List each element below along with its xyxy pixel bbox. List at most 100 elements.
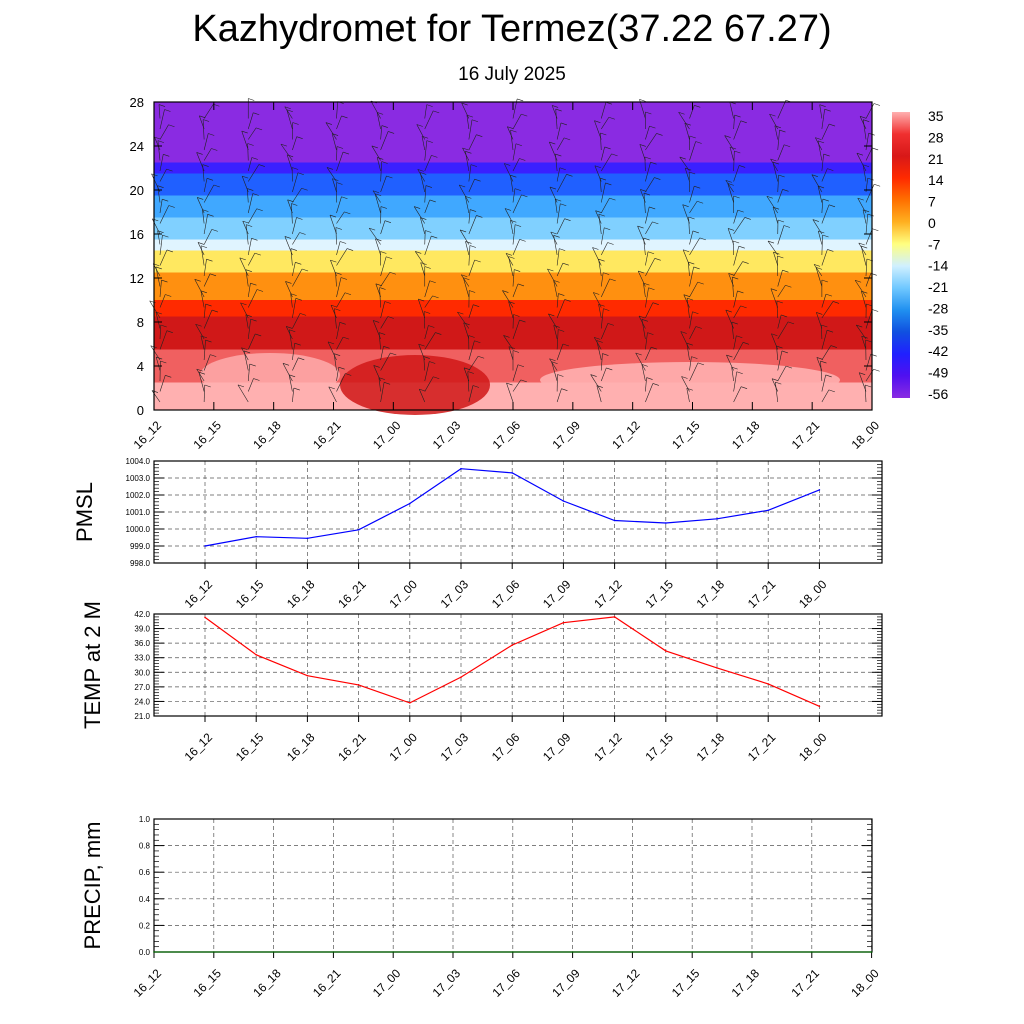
data-point <box>818 705 821 708</box>
wind-barb-flag <box>559 167 566 171</box>
wind-barb <box>643 193 646 214</box>
wind-barb-flag <box>469 290 476 293</box>
wind-barb-flag <box>640 189 647 192</box>
chart-title: Kazhydromet for Termez(37.22 67.27) <box>192 8 832 50</box>
y-tick-label: 0 <box>137 403 144 418</box>
wind-barb <box>733 217 746 235</box>
wind-barb <box>593 292 602 308</box>
wind-barb <box>770 288 779 308</box>
wind-barb-flag <box>258 164 265 167</box>
wind-barb <box>724 135 734 151</box>
wind-barb <box>159 375 166 392</box>
wind-barb-flag <box>285 281 292 284</box>
wind-barb <box>468 340 475 361</box>
wind-barb <box>195 324 205 340</box>
data-point <box>460 676 462 678</box>
data-point <box>767 509 769 512</box>
wind-barb <box>292 172 299 193</box>
wind-barb-flag <box>519 239 526 242</box>
wind-barb <box>424 235 432 256</box>
wind-barb-flag <box>550 231 557 235</box>
wind-barb-flag <box>815 137 822 140</box>
wind-barb-flag <box>824 108 831 112</box>
wind-barb <box>372 190 381 203</box>
heatmap-band <box>154 250 872 273</box>
wind-barb <box>248 127 257 140</box>
wind-barb <box>282 363 293 382</box>
wind-barb-flag <box>152 218 159 222</box>
wind-barb <box>773 252 779 266</box>
colorbar-label: -49 <box>928 365 948 381</box>
wind-barb <box>468 164 472 182</box>
wind-barb <box>689 281 699 298</box>
wind-barb <box>556 137 565 151</box>
wind-barb-flag <box>604 227 611 231</box>
wind-barb <box>857 197 867 214</box>
wind-barb <box>553 280 558 298</box>
wind-barb-flag <box>163 154 170 157</box>
wind-barb-flag <box>208 133 215 136</box>
wind-barb-flag <box>254 252 261 256</box>
wind-barb-flag <box>766 195 773 199</box>
wind-barb <box>291 203 293 224</box>
wind-barb-flag <box>476 215 483 218</box>
wind-barb-flag <box>742 342 750 345</box>
wind-barb-flag <box>241 130 248 134</box>
chart-subtitle: 16 July 2025 <box>458 64 566 85</box>
wind-barb <box>687 262 690 277</box>
wind-barb-flag <box>256 208 263 212</box>
wind-barb <box>502 290 514 308</box>
wind-barb-flag <box>468 335 475 338</box>
data-point <box>204 545 206 547</box>
wind-barb-flag <box>733 195 740 199</box>
wind-barb-flag <box>325 122 332 125</box>
wind-barb <box>203 104 214 119</box>
wind-barb-flag <box>211 148 218 151</box>
wind-barb-flag <box>423 356 430 359</box>
wind-barb-flag <box>384 301 391 304</box>
wind-barb-flag <box>373 365 380 368</box>
wind-barb <box>689 141 696 161</box>
wind-barb <box>731 367 734 382</box>
wind-barb-flag <box>200 290 207 294</box>
wind-barb-flag <box>301 187 308 191</box>
wind-barb <box>733 115 735 130</box>
x-tick-label: 16_15 <box>190 966 224 1000</box>
wind-barb-flag <box>472 385 480 388</box>
wind-barb <box>865 354 871 371</box>
wind-barb-flag <box>237 384 245 388</box>
wind-barb-flag <box>781 314 788 318</box>
wind-barb-flag <box>246 224 253 227</box>
wind-barb-flag <box>280 143 287 147</box>
wind-barb-flag <box>652 302 659 306</box>
heatmap-band <box>154 162 872 174</box>
wind-barb-flag <box>872 228 879 232</box>
x-tick-label: 17_21 <box>745 730 779 764</box>
y-axis-label: TEMP at 2 M <box>80 601 105 729</box>
wind-barb-flag <box>553 235 560 238</box>
wind-barb <box>237 384 249 403</box>
wind-barb <box>508 256 514 277</box>
wind-barb-flag <box>168 124 175 128</box>
wind-barb <box>292 388 295 403</box>
wind-barb <box>733 246 740 266</box>
wind-barb-flag <box>821 324 828 328</box>
wind-barb <box>777 365 787 382</box>
wind-barb <box>777 144 785 161</box>
wind-barb-flag <box>771 378 779 381</box>
wind-barb-flag <box>424 311 431 314</box>
wind-barb <box>292 217 297 235</box>
wind-barb-flag <box>635 352 642 356</box>
wind-barb <box>505 253 514 266</box>
wind-barb <box>159 168 167 182</box>
wind-barb <box>645 332 648 350</box>
wind-barb <box>819 104 823 119</box>
wind-barb-flag <box>429 280 436 284</box>
wind-barb-flag <box>729 146 737 150</box>
wind-barb <box>775 382 779 403</box>
wind-barb-flag <box>286 326 293 329</box>
wind-barb <box>241 347 249 361</box>
wind-barb-flag <box>206 258 213 262</box>
wind-barb <box>600 133 602 151</box>
wind-barb <box>645 377 647 392</box>
